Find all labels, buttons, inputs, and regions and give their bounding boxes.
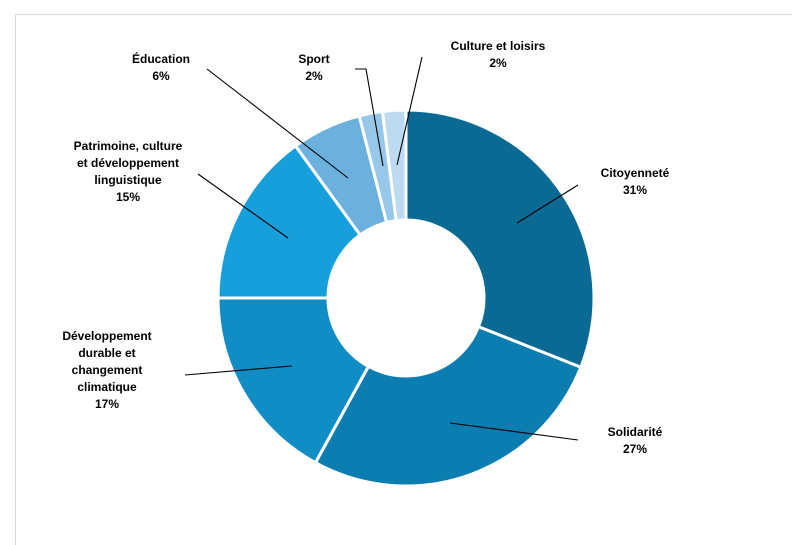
data-label-category: durable et: [78, 346, 135, 360]
leader-lines: [184, 56, 579, 441]
data-label-category: Solidarité: [608, 425, 663, 439]
data-label-category: linguistique: [94, 173, 162, 187]
data-label: Développement durable et changement climati…: [62, 329, 151, 411]
data-label: Culture et loisirs 2%: [451, 39, 546, 70]
data-label: Sport 2%: [298, 52, 329, 83]
data-label-category: et développement: [77, 156, 179, 170]
data-label-category: climatique: [77, 380, 137, 394]
data-label-category: Développement: [62, 329, 151, 343]
donut-slice: [380, 108, 408, 223]
data-label-category: Patrimoine, culture: [74, 139, 183, 153]
data-label-percent: 2%: [305, 69, 323, 83]
donut-slice: [404, 108, 596, 369]
data-label-percent: 2%: [489, 56, 507, 70]
donut-slice: [313, 325, 583, 488]
data-label: Citoyenneté 31%: [601, 166, 670, 197]
data-label: Solidarité 27%: [608, 425, 663, 456]
data-label-category: Sport: [298, 52, 329, 66]
data-label-category: Culture et loisirs: [451, 39, 546, 53]
data-label-percent: 31%: [623, 183, 647, 197]
data-label-percent: 15%: [116, 190, 140, 204]
leader-line: [396, 56, 423, 166]
data-label-percent: 6%: [152, 69, 170, 83]
leader-line: [355, 68, 384, 167]
data-labels: Citoyenneté 31% Solidarité 27% Développement…: [62, 39, 669, 456]
data-label-percent: 17%: [95, 397, 119, 411]
data-label: Patrimoine, culture et développement lingu…: [74, 139, 183, 204]
data-label-category: Éducation: [132, 51, 190, 66]
leader-line: [184, 365, 293, 376]
donut-slice: [216, 144, 362, 300]
donut-slice: [216, 296, 370, 465]
donut-slices: [216, 108, 596, 488]
data-label-percent: 27%: [623, 442, 647, 456]
leader-line: [197, 173, 289, 239]
data-label-category: Citoyenneté: [601, 166, 670, 180]
data-label-category: changement: [72, 363, 143, 377]
leader-line: [206, 68, 349, 179]
data-label: Éducation 6%: [132, 51, 190, 83]
leader-line: [449, 422, 579, 441]
leader-line: [516, 184, 579, 224]
